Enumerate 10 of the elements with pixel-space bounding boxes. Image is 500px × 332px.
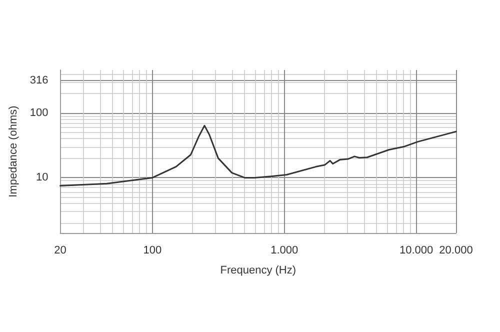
y-tick-label: 100 — [30, 106, 48, 119]
y-axis-title: Impedance (ohms) — [8, 106, 20, 198]
x-tick-label: 20 — [54, 244, 66, 256]
y-tick-label: 316 — [30, 74, 48, 87]
x-tick-label: 20.000 — [439, 244, 473, 256]
x-tick-label: 10.000 — [399, 244, 434, 256]
x-tick-label: 100 — [143, 244, 162, 256]
x-tick-label: 1.000 — [270, 244, 298, 256]
y-tick-label: 10 — [36, 172, 48, 184]
x-axis-title: Frequency (Hz) — [220, 264, 296, 276]
